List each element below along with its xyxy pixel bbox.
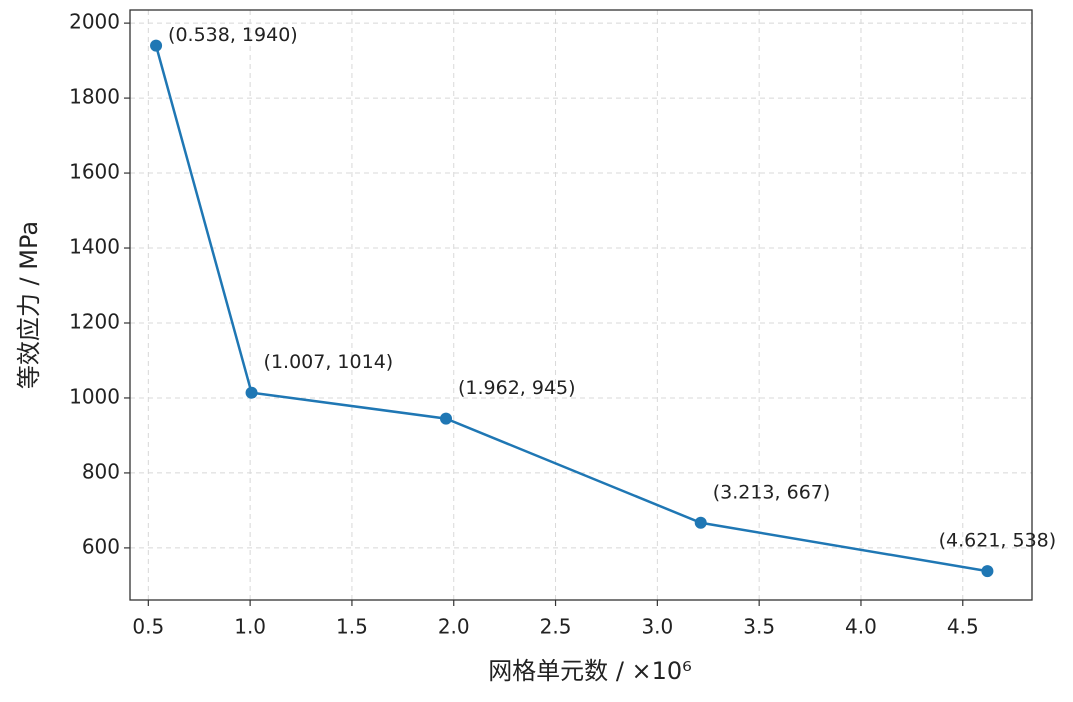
x-tick-label: 0.5: [132, 615, 164, 639]
y-axis-label: 等效应力 / MPa: [15, 221, 43, 389]
point: [245, 386, 258, 399]
x-tick-label: 4.5: [947, 615, 979, 639]
point: [694, 516, 707, 529]
y-tick-label: 1800: [69, 85, 120, 109]
y-tick-label: 1200: [69, 309, 120, 333]
plot-frame: [129, 9, 1033, 601]
point: [150, 39, 163, 52]
y-tick-label: 800: [82, 459, 120, 483]
x-tick-label: 1.0: [234, 615, 266, 639]
x-tick-label: 3.5: [743, 615, 775, 639]
data-label: (0.538, 1940): [168, 24, 298, 46]
point: [981, 565, 994, 578]
data-label: (1.962, 945): [458, 377, 576, 399]
y-tick-label: 1400: [69, 235, 120, 259]
x-tick-label: 2.0: [438, 615, 470, 639]
data-label: (1.007, 1014): [264, 351, 394, 373]
data-label: (3.213, 667): [713, 481, 831, 503]
x-tick-label: 4.0: [845, 615, 877, 639]
x-axis-label: 网格单元数 / ×10⁶: [488, 657, 692, 685]
x-tick-label: 2.5: [540, 615, 572, 639]
y-tick-label: 600: [82, 534, 120, 558]
y-tick-label: 1600: [69, 160, 120, 184]
data-label: (4.621, 538): [939, 530, 1057, 552]
y-tick-label: 1000: [69, 384, 120, 408]
x-tick-label: 3.0: [641, 615, 673, 639]
line: [154, 45, 988, 573]
y-tick-label: 2000: [69, 10, 120, 34]
point: [440, 412, 453, 425]
x-tick-label: 1.5: [336, 615, 368, 639]
